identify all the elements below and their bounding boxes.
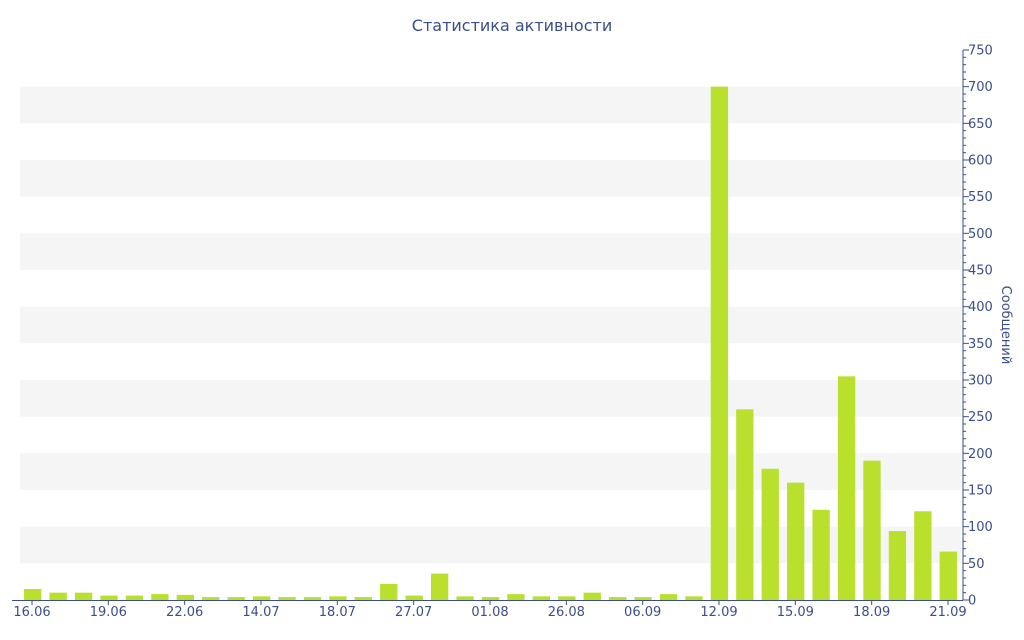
y-tick-label: 750 — [968, 44, 993, 59]
bar — [49, 592, 67, 600]
bars-group — [24, 86, 957, 600]
y-tick-label: 600 — [968, 154, 993, 169]
bar — [939, 551, 957, 600]
y-axis: 0 50 100 150 200 250 300 350 400 450 500 550 600 650 7… — [962, 44, 993, 609]
bar — [24, 589, 42, 600]
bar — [176, 594, 194, 600]
grid-band — [20, 380, 961, 417]
grid-band — [20, 160, 961, 197]
grid-band — [20, 453, 961, 490]
y-axis-title: Сообщений — [998, 286, 1013, 365]
y-tick-label: 100 — [968, 520, 993, 535]
bar — [151, 594, 169, 600]
grid-band — [20, 86, 961, 124]
bar — [609, 597, 627, 600]
bar — [278, 597, 296, 600]
bar — [558, 596, 576, 600]
bar — [329, 596, 347, 600]
bar — [202, 597, 220, 600]
bar — [583, 592, 601, 600]
bar — [736, 409, 754, 600]
bar — [837, 376, 856, 600]
y-tick-label: 650 — [968, 117, 993, 132]
y-tick-label: 50 — [968, 557, 985, 572]
x-tick-label: 15.09 — [777, 605, 814, 620]
bar — [354, 597, 372, 600]
x-axis: 16.06 19.06 22.06 14.07 18.07 27.07 01.08 26.08… — [12, 600, 967, 620]
bar — [456, 596, 474, 600]
y-tick-label: 700 — [968, 80, 993, 95]
grid-bands — [20, 86, 961, 564]
grid-band — [20, 233, 961, 270]
x-tick-label: 21.09 — [929, 605, 966, 620]
y-tick-label: 150 — [968, 484, 993, 499]
bar — [761, 468, 779, 600]
x-tick-label: 18.09 — [853, 605, 890, 620]
bar — [481, 597, 500, 600]
x-tick-label: 14.07 — [242, 605, 279, 620]
y-tick-label: 0 — [968, 594, 976, 609]
y-tick-label: 300 — [968, 374, 993, 389]
x-tick-label: 19.06 — [90, 605, 127, 620]
y-tick-label: 450 — [968, 264, 993, 279]
bar — [125, 595, 144, 600]
x-tick-label: 22.06 — [166, 605, 203, 620]
grid-band — [20, 306, 961, 344]
chart-title: Статистика активности — [412, 16, 612, 35]
x-tick-label: 01.08 — [471, 605, 508, 620]
bar — [303, 597, 322, 600]
bar — [405, 595, 423, 600]
x-tick-label: 06.09 — [624, 605, 661, 620]
bar — [685, 596, 703, 600]
bar — [787, 482, 805, 600]
x-tick-label: 26.08 — [548, 605, 585, 620]
bar — [710, 86, 729, 600]
x-tick-label: 12.09 — [700, 605, 737, 620]
x-tick-label: 18.07 — [319, 605, 356, 620]
bar — [252, 596, 271, 600]
bar — [227, 597, 245, 600]
bar — [507, 594, 525, 600]
y-tick-label: 400 — [968, 300, 993, 315]
y-tick-label: 500 — [968, 227, 993, 242]
bar — [888, 531, 907, 600]
bar — [659, 594, 678, 600]
bar — [74, 592, 93, 600]
bar — [914, 511, 932, 600]
bar — [634, 597, 652, 600]
bar — [430, 573, 449, 600]
bar — [863, 460, 881, 600]
bar — [812, 509, 830, 600]
bar — [380, 583, 398, 600]
x-tick-label: 27.07 — [395, 605, 432, 620]
bar — [100, 595, 118, 600]
bar — [532, 596, 551, 600]
y-tick-label: 550 — [968, 190, 993, 205]
y-tick-label: 350 — [968, 337, 993, 352]
y-tick-label: 250 — [968, 410, 993, 425]
y-tick-label: 200 — [968, 447, 993, 462]
x-tick-label: 16.06 — [13, 605, 50, 620]
